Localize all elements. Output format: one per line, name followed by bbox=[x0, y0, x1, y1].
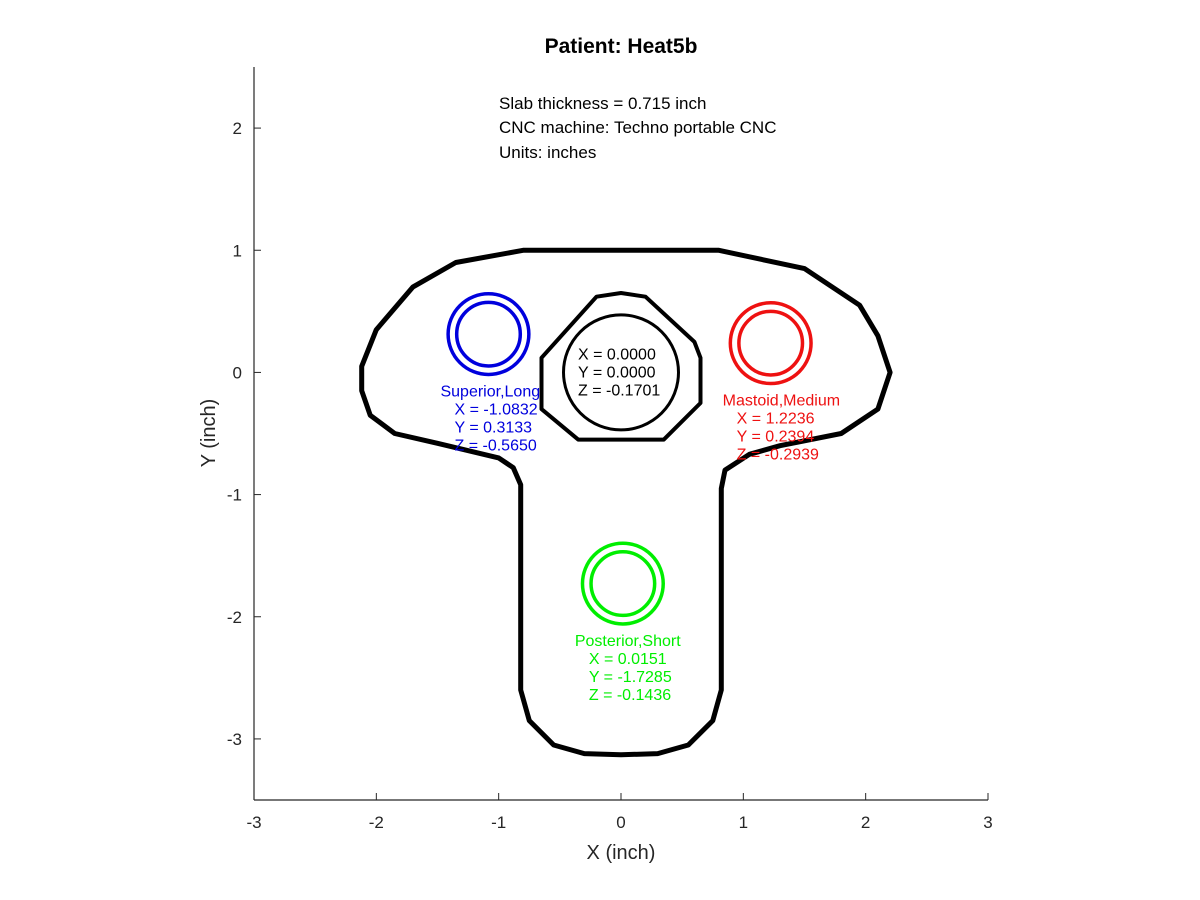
mastoid-medium-coord-label: Z = -0.2939 bbox=[737, 447, 819, 464]
x-tick-label: 0 bbox=[616, 813, 625, 832]
mastoid-medium-inner-circle bbox=[737, 309, 805, 377]
center-label: X = 0.0000 bbox=[578, 346, 656, 363]
superior-long-coord-label: Z = -0.5650 bbox=[454, 438, 536, 455]
posterior-short-outer-circle bbox=[580, 541, 665, 626]
axes: -3 -2 -1 0 1 2 3 -3 -2 -1 0 1 2 bbox=[227, 67, 993, 832]
y-tick-label: 1 bbox=[233, 241, 242, 260]
x-tick-label: -2 bbox=[369, 813, 384, 832]
x-axis-label: X (inch) bbox=[587, 842, 656, 864]
mastoid-medium-outer-circle bbox=[728, 301, 813, 386]
info-line-slab: Slab thickness = 0.715 inch bbox=[499, 94, 706, 113]
posterior-short-coord-label: Y = -1.7285 bbox=[589, 669, 672, 686]
x-tick-label: 3 bbox=[983, 813, 992, 832]
superior-long-name-label: Superior,Long bbox=[440, 384, 540, 401]
mastoid-medium-coord-label: X = 1.2236 bbox=[737, 411, 815, 428]
superior-long-coord-label: Y = 0.3133 bbox=[454, 420, 532, 437]
info-line-units: Units: inches bbox=[499, 143, 596, 162]
outline-shape bbox=[359, 247, 893, 758]
info-line-machine: CNC machine: Techno portable CNC bbox=[499, 118, 776, 137]
chart-title: Patient: Heat5b bbox=[545, 35, 698, 58]
center-label: Y = 0.0000 bbox=[578, 364, 656, 381]
y-axis-label: Y (inch) bbox=[198, 399, 220, 468]
posterior-short-name-label: Posterior,Short bbox=[575, 633, 681, 650]
x-tick-label: -3 bbox=[246, 813, 261, 832]
y-tick-label: -2 bbox=[227, 608, 242, 627]
superior-long-outer-circle bbox=[446, 292, 531, 377]
mastoid-medium-coord-label: Y = 0.2394 bbox=[737, 429, 815, 446]
posterior-short-coord-label: Z = -0.1436 bbox=[589, 687, 671, 704]
mastoid-medium-name-label: Mastoid,Medium bbox=[723, 393, 840, 410]
x-tick-label: 1 bbox=[739, 813, 748, 832]
superior-long-inner-circle bbox=[454, 300, 523, 368]
center-label: Z = -0.1701 bbox=[578, 382, 660, 399]
x-tick-label: 2 bbox=[861, 813, 870, 832]
center-circle bbox=[562, 313, 680, 432]
center-cutout-shape bbox=[539, 291, 703, 442]
info-text: Slab thickness = 0.715 inch CNC machine:… bbox=[499, 94, 776, 162]
x-tick-label: -1 bbox=[491, 813, 506, 832]
superior-long-coord-label: X = -1.0832 bbox=[454, 402, 537, 419]
y-tick-label: -1 bbox=[227, 486, 242, 505]
y-tick-label: 0 bbox=[233, 363, 242, 382]
posterior-short-inner-circle bbox=[589, 550, 657, 618]
shapes bbox=[359, 247, 893, 758]
y-tick-label: 2 bbox=[233, 119, 242, 138]
posterior-short-coord-label: X = 0.0151 bbox=[589, 651, 667, 668]
y-tick-label: -3 bbox=[227, 730, 242, 749]
